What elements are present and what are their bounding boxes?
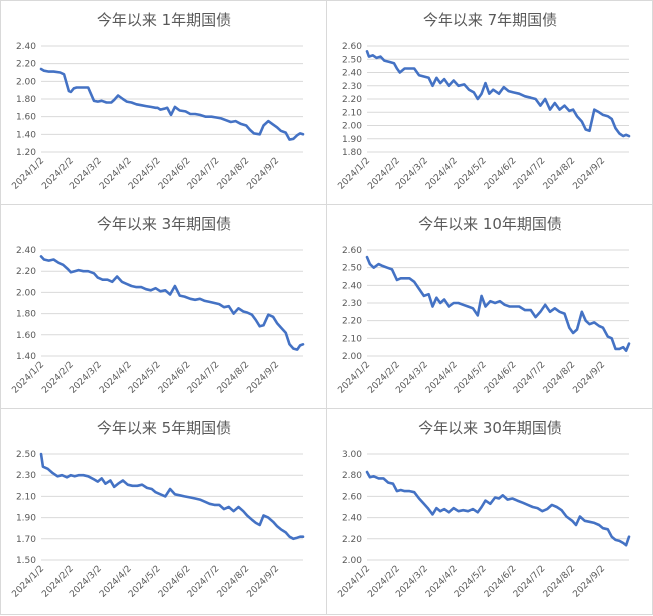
y-tick-label-30y-2: 2.60 [342, 492, 362, 502]
series-line-30y [365, 470, 631, 547]
y-tick-label-10y-1: 2.50 [342, 264, 362, 274]
y-tick-label-5y-2: 2.10 [16, 492, 36, 502]
y-tick-label-5y-1: 2.30 [16, 471, 36, 481]
series-line-10y [365, 255, 631, 352]
y-tick-label-30y-3: 2.40 [342, 514, 362, 524]
y-tick-label-7y-7: 1.90 [342, 135, 362, 145]
y-tick-label-7y-0: 2.60 [342, 42, 362, 52]
y-tick-label-5y-5: 1.50 [16, 556, 36, 566]
y-tick-label-3y-3: 1.80 [16, 310, 36, 320]
y-tick-label-3y-4: 1.60 [16, 331, 36, 341]
chart-svg-30y: 今年以来 30年期国债 3.00 2.80 2.60 2.40 2.20 2.00 2024/… [336, 419, 631, 600]
chart-title-1y: 今年以来 1年期国债 [97, 11, 231, 29]
y-tick-label-5y-4: 1.70 [16, 535, 36, 545]
y-tick-label-3y-1: 2.20 [16, 267, 36, 277]
x-tick-label-30y-8: 2024/9/2 [571, 564, 607, 600]
y-tick-label-10y-6: 2.00 [342, 352, 362, 362]
chart-svg-5y: 今年以来 5年期国债2.502.302.101.901.701.502024/1… [10, 419, 305, 600]
chart-title-5y: 今年以来 5年期国债 [97, 419, 231, 437]
chart-svg-3y: 今年以来 3年期国债2.402.202.001.801.601.402024/1… [10, 215, 305, 396]
chart-title-10y: 今年以来 10年期国债 [418, 215, 562, 233]
chart-svg-7y: 今年以来 7年期国债 2.60 2.50 2.40 2.30 2.20 2.10 2.00 1.… [336, 11, 631, 192]
y-tick-label-10y-5: 2.10 [342, 334, 362, 344]
chart-svg-10y: 今年以来 10年期国债 2.60 2.50 2.40 2.30 2.20 2.10 2.00 2… [336, 215, 631, 396]
y-tick-label-5y-0: 2.50 [16, 450, 36, 460]
series-line-1y [39, 67, 305, 141]
y-tick-label-30y-1: 2.80 [342, 471, 362, 481]
x-tick-label-7y-8: 2024/9/2 [571, 156, 607, 192]
y-tick-label-7y-1: 2.50 [342, 55, 362, 65]
chart-panel-10y: 今年以来 10年期国债 2.60 2.50 2.40 2.30 2.20 2.10 2.00 2… [326, 204, 653, 409]
series-line-5y [39, 452, 305, 541]
y-tick-label-1y-3: 1.80 [16, 95, 36, 105]
chart-title-30y: 今年以来 30年期国债 [418, 419, 562, 437]
y-tick-label-10y-4: 2.20 [342, 317, 362, 327]
y-tick-label-1y-5: 1.40 [16, 130, 36, 140]
y-tick-label-3y-0: 2.40 [16, 246, 36, 256]
y-tick-label-30y-5: 2.00 [342, 556, 362, 566]
x-tick-label-1y-8: 2024/9/2 [245, 156, 281, 192]
y-tick-label-10y-3: 2.30 [342, 299, 362, 309]
chart-svg-1y: 今年以来 1年期国债 2.40 2.20 2.00 1.80 1.60 1.40 1.20 20… [10, 11, 305, 192]
y-tick-label-1y-2: 2.00 [16, 77, 36, 87]
x-tick-label-5y-8: 2024/9/2 [245, 564, 281, 600]
y-tick-label-30y-0: 3.00 [342, 450, 362, 460]
y-tick-label-7y-6: 2.00 [342, 122, 362, 132]
y-tick-label-1y-4: 1.60 [16, 113, 36, 123]
y-tick-label-3y-2: 2.00 [16, 288, 36, 298]
y-tick-label-10y-2: 2.40 [342, 281, 362, 291]
chart-panel-3y: 今年以来 3年期国债 2.40 2.20 2.00 1.80 1.60 1.40 2024/1… [0, 204, 327, 409]
chart-title-3y: 今年以来 3年期国债 [97, 215, 231, 233]
chart-title-7y: 今年以来 7年期国债 [423, 11, 557, 29]
y-tick-label-1y-0: 2.40 [16, 42, 36, 52]
series-line-7y [365, 49, 631, 138]
chart-panel-5y: 今年以来 5年期国债 2.50 2.30 2.10 1.90 1.70 1.50 2024/1… [0, 408, 327, 615]
y-tick-label-1y-1: 2.20 [16, 60, 36, 70]
y-tick-label-7y-8: 1.80 [342, 148, 362, 158]
chart-panel-7y: 今年以来 7年期国债 2.60 2.50 2.40 2.30 2.20 2.10 2.00 1.… [326, 0, 653, 205]
y-tick-label-30y-4: 2.20 [342, 535, 362, 545]
y-tick-label-7y-5: 2.10 [342, 108, 362, 118]
chart-panel-1y: 今年以来 1年期国债 2.40 2.20 2.00 1.80 1.60 1.40 1.20 20… [0, 0, 327, 205]
y-tick-label-10y-0: 2.60 [342, 246, 362, 256]
series-line-3y [39, 255, 305, 351]
y-tick-label-7y-4: 2.20 [342, 95, 362, 105]
y-tick-label-7y-2: 2.40 [342, 69, 362, 79]
x-tick-label-10y-8: 2024/9/2 [571, 360, 607, 396]
x-tick-label-3y-8: 2024/9/2 [245, 360, 281, 396]
y-tick-label-7y-3: 2.30 [342, 82, 362, 92]
y-tick-label-1y-6: 1.20 [16, 148, 36, 158]
y-tick-label-3y-5: 1.40 [16, 352, 36, 362]
y-tick-label-5y-3: 1.90 [16, 514, 36, 524]
chart-panel-30y: 今年以来 30年期国债 3.00 2.80 2.60 2.40 2.20 2.00 2024/… [326, 408, 653, 615]
